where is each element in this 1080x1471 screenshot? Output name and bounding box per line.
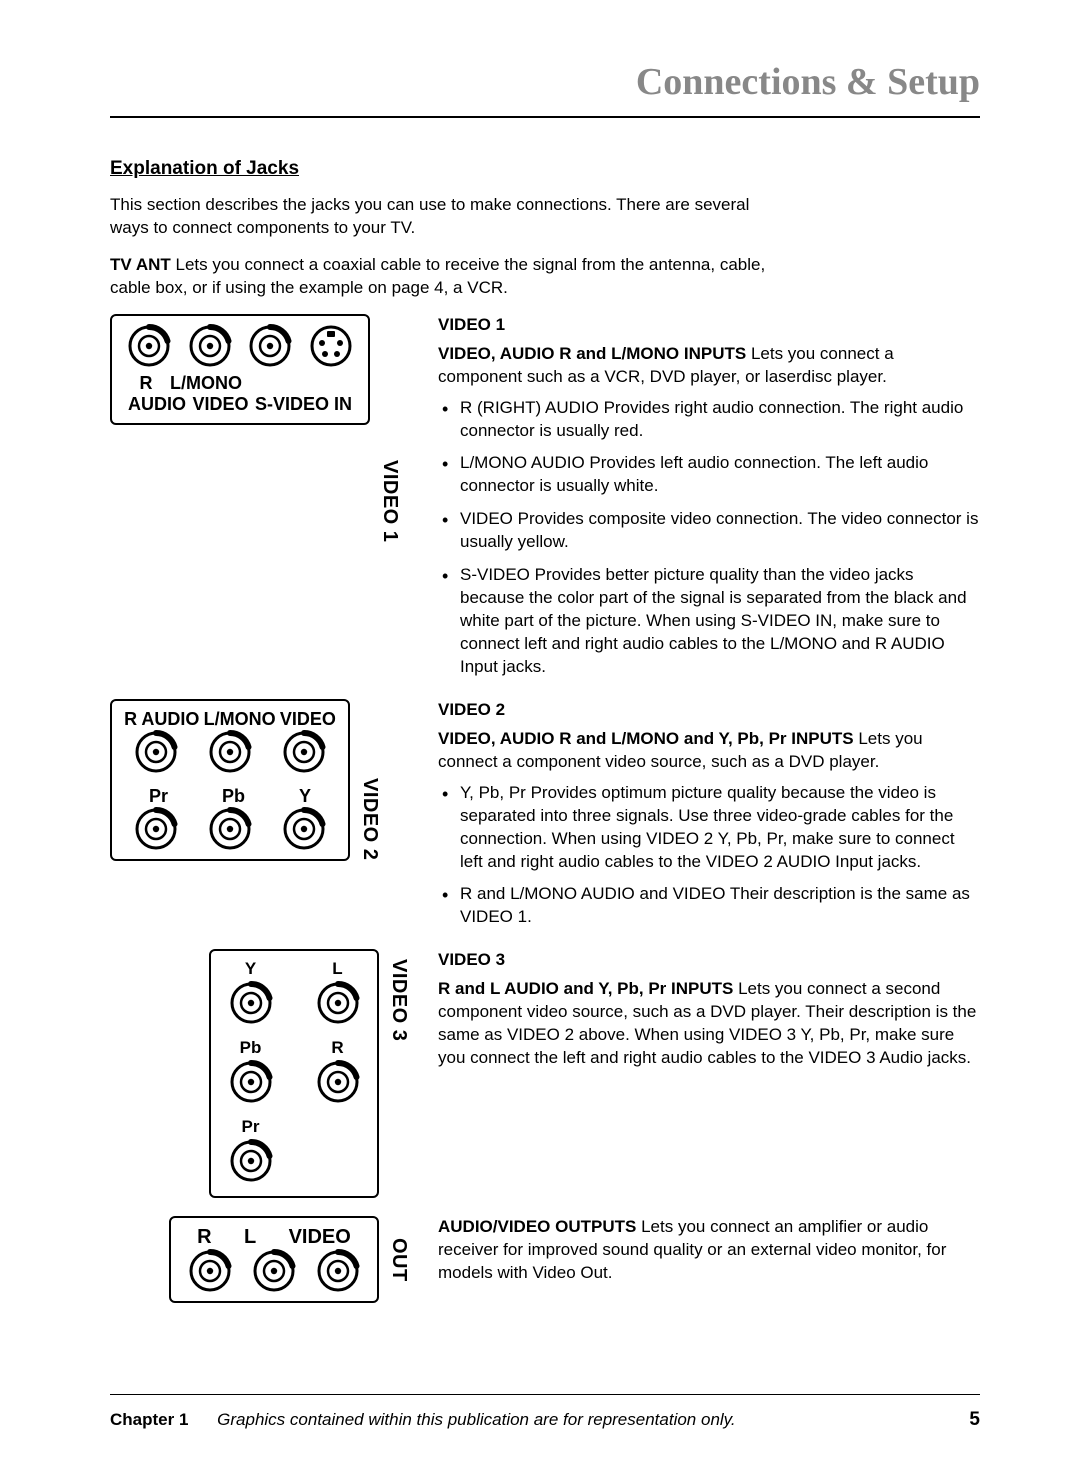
out-row: R L VIDEO OUT AUDIO/VIDEO OUTPUTS Lets y…: [110, 1216, 980, 1303]
rca-jack-icon: [248, 324, 292, 368]
v2b1-lead: Y, Pb, Pr: [460, 783, 526, 802]
rca-jack-icon: [134, 807, 178, 851]
label-r: R: [122, 373, 170, 394]
section-heading: Explanation of Jacks: [110, 158, 980, 180]
footer-page-number: 5: [969, 1409, 980, 1431]
label-lmono: L/MONO: [170, 373, 240, 394]
label-video: VIDEO: [192, 394, 248, 415]
rca-jack-icon: [229, 981, 273, 1025]
video2-bullets: Y, Pb, Pr Provides optimum picture quali…: [438, 782, 980, 930]
out-diagram: R L VIDEO OUT: [110, 1216, 410, 1303]
out-vertical-label: OUT: [387, 1238, 410, 1282]
rca-jack-icon: [316, 1249, 360, 1293]
label-video2: VIDEO: [280, 709, 336, 730]
video1-vertical-label: VIDEO 1: [378, 460, 401, 542]
b4-lead: S-VIDEO: [460, 565, 530, 584]
rca-jack-icon: [316, 981, 360, 1025]
label-pr: Pr: [149, 786, 168, 807]
page-header-title: Connections & Setup: [110, 60, 980, 118]
label-out-r: R: [197, 1226, 211, 1249]
video2-row: R AUDIO L/MONO VIDEO Pr Pb Y VIDEO 2 V: [110, 699, 980, 939]
intro-paragraph-2: TV ANT Lets you connect a coaxial cable …: [110, 254, 790, 300]
label-y3: Y: [221, 959, 280, 979]
tv-ant-lead: TV ANT: [110, 255, 171, 274]
label-r3: R: [308, 1038, 367, 1058]
video2-heading: VIDEO 2: [438, 699, 980, 722]
label-lmono2: L/MONO: [204, 709, 276, 730]
svideo-jack-icon: [309, 324, 353, 368]
label-y: Y: [299, 786, 311, 807]
video1-lead: VIDEO, AUDIO R and L/MONO INPUTS: [438, 344, 746, 363]
label-out-l: L: [244, 1226, 256, 1249]
label-raudio: R AUDIO: [124, 709, 199, 730]
rca-jack-icon: [208, 807, 252, 851]
rca-jack-icon: [188, 324, 232, 368]
video3-lead: R and L AUDIO and Y, Pb, Pr INPUTS: [438, 979, 733, 998]
video2-vertical-label: VIDEO 2: [358, 778, 381, 860]
rca-jack-icon: [282, 730, 326, 774]
label-pb: Pb: [222, 786, 245, 807]
video3-row: Y L Pb R Pr VIDEO 3 VIDEO 3 R and L AUDI…: [110, 949, 980, 1198]
rca-jack-icon: [229, 1139, 273, 1183]
video3-diagram: Y L Pb R Pr VIDEO 3: [110, 949, 410, 1198]
label-pb3: Pb: [221, 1038, 280, 1058]
footer-chapter: Chapter 1: [110, 1410, 188, 1429]
video1-bullets: R (RIGHT) AUDIO Provides right audio con…: [438, 397, 980, 679]
intro-paragraph-1: This section describes the jacks you can…: [110, 194, 790, 240]
video2-diagram: R AUDIO L/MONO VIDEO Pr Pb Y VIDEO 2: [110, 699, 410, 939]
b3-lead: VIDEO: [460, 509, 513, 528]
b4-body: Provides better picture quality than the…: [460, 565, 967, 676]
rca-jack-icon: [127, 324, 171, 368]
rca-jack-icon: [134, 730, 178, 774]
footer-note: Graphics contained within this publicati…: [217, 1410, 735, 1429]
video1-text: VIDEO 1 VIDEO, AUDIO R and L/MONO INPUTS…: [438, 314, 980, 689]
label-svideoin: S-VIDEO IN: [255, 394, 352, 415]
out-text: AUDIO/VIDEO OUTPUTS Lets you connect an …: [438, 1216, 980, 1303]
label-out-video: VIDEO: [289, 1226, 351, 1249]
video2-text: VIDEO 2 VIDEO, AUDIO R and L/MONO and Y,…: [438, 699, 980, 939]
rca-jack-icon: [252, 1249, 296, 1293]
b2-lead: L/MONO AUDIO: [460, 453, 585, 472]
video1-row: R L/MONO AUDIO VIDEO S-VIDEO IN VIDEO 1 …: [110, 314, 980, 689]
video2-lead: VIDEO, AUDIO R and L/MONO and Y, Pb, Pr …: [438, 729, 854, 748]
v2b2-lead: R and L/MONO AUDIO and VIDEO: [460, 884, 725, 903]
video3-text: VIDEO 3 R and L AUDIO and Y, Pb, Pr INPU…: [438, 949, 980, 1198]
b1-lead: R (RIGHT) AUDIO: [460, 398, 599, 417]
rca-jack-icon: [282, 807, 326, 851]
label-audio: AUDIO: [128, 394, 186, 415]
video3-heading: VIDEO 3: [438, 949, 980, 972]
page-footer: Chapter 1 Graphics contained within this…: [110, 1394, 980, 1431]
b3-body: Provides composite video connection. The…: [460, 509, 978, 551]
rca-jack-icon: [229, 1060, 273, 1104]
rca-jack-icon: [188, 1249, 232, 1293]
v2b1-lead2: Y, Pb, Pr: [718, 829, 783, 848]
rca-jack-icon: [316, 1060, 360, 1104]
label-l3: L: [308, 959, 367, 979]
video1-heading: VIDEO 1: [438, 314, 980, 337]
tv-ant-body: Lets you connect a coaxial cable to rece…: [110, 255, 765, 297]
label-pr3: Pr: [221, 1117, 280, 1137]
video3-vertical-label: VIDEO 3: [387, 959, 410, 1041]
rca-jack-icon: [208, 730, 252, 774]
video1-diagram: R L/MONO AUDIO VIDEO S-VIDEO IN VIDEO 1: [110, 314, 410, 689]
out-lead: AUDIO/VIDEO OUTPUTS: [438, 1217, 636, 1236]
